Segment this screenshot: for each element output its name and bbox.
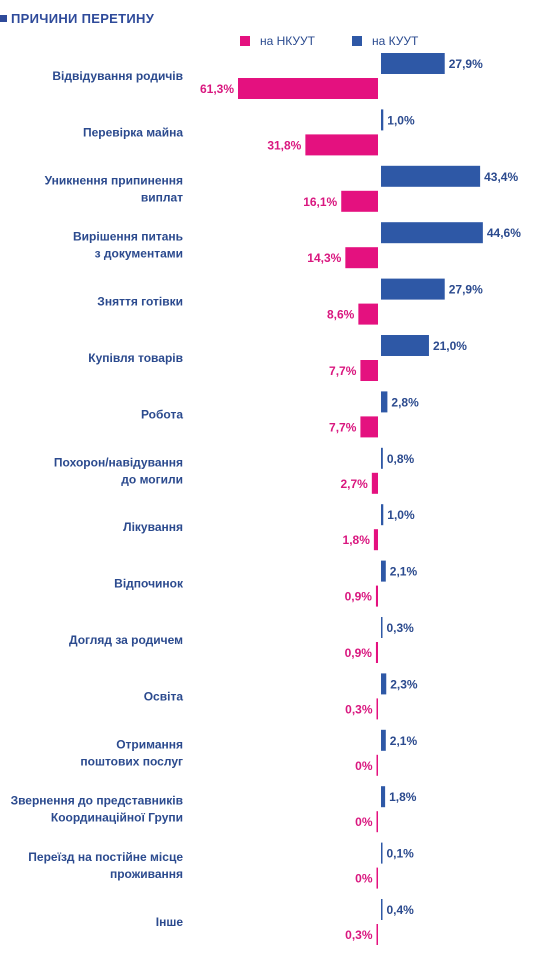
value-label-nkuut: 0,3% [345, 928, 373, 942]
value-label-nkuut: 0,9% [345, 590, 373, 604]
title-square-icon [0, 14, 7, 22]
value-label-nkuut: 16,1% [303, 195, 337, 209]
value-label-kuut: 27,9% [449, 283, 483, 297]
value-label-kuut: 2,8% [391, 395, 419, 409]
category-label: Вирішення питань [73, 230, 183, 244]
bar-kuut [381, 278, 445, 300]
chart-title-row: ПРИЧИНИ ПЕРЕТИНУ [0, 10, 154, 26]
category-label: виплат [141, 190, 183, 204]
category-label: Відпочинок [114, 577, 184, 591]
value-label-kuut: 0,8% [387, 452, 415, 466]
bar-kuut [381, 617, 383, 638]
value-label-kuut: 0,3% [387, 621, 415, 635]
value-label-kuut: 0,4% [387, 903, 415, 917]
value-label-kuut: 2,1% [390, 565, 418, 579]
value-label-nkuut: 0,3% [345, 702, 373, 716]
bar-nkuut [376, 867, 378, 889]
bar-kuut [381, 165, 481, 187]
bar-kuut [381, 560, 386, 582]
bar-nkuut [376, 698, 378, 720]
bar-nkuut [373, 529, 378, 551]
bar-nkuut [341, 190, 378, 212]
value-label-kuut: 1,8% [389, 790, 417, 804]
legend-swatch-kuut-icon [352, 36, 362, 46]
bar-kuut [381, 222, 483, 244]
bar-kuut [381, 673, 387, 695]
bar-nkuut [360, 416, 378, 438]
category-label: Зняття готівки [97, 295, 183, 309]
chart-title: ПРИЧИНИ ПЕРЕТИНУ [11, 10, 155, 26]
category-label: Звернення до представників [11, 794, 183, 808]
legend-label-nkuut: на НКУУТ [260, 34, 316, 48]
bar-nkuut [358, 303, 378, 325]
bar-nkuut [238, 78, 378, 99]
value-label-kuut: 44,6% [487, 226, 521, 240]
value-label-kuut: 1,0% [387, 508, 415, 522]
bar-kuut [381, 391, 388, 413]
category-label: Лікування [123, 520, 183, 534]
category-label: Купівля товарів [88, 351, 183, 365]
bar-nkuut [305, 134, 378, 156]
bar-nkuut [371, 472, 378, 494]
category-label: Переїзд на постійне місце [28, 850, 183, 864]
value-label-kuut: 27,9% [449, 57, 483, 71]
value-label-nkuut: 8,6% [327, 308, 355, 322]
value-label-nkuut: 31,8% [267, 138, 301, 152]
value-label-kuut: 21,0% [433, 339, 467, 353]
category-label: Перевірка майна [83, 125, 183, 139]
bar-kuut [381, 447, 383, 469]
category-label: Інше [156, 915, 184, 929]
bar-nkuut [375, 642, 378, 663]
bar-kuut [381, 109, 384, 131]
bar-nkuut [376, 924, 378, 945]
value-label-nkuut: 0% [355, 759, 373, 773]
legend-swatch-nkuut-icon [240, 36, 250, 46]
value-label-nkuut: 0% [355, 872, 373, 886]
bar-kuut [381, 899, 383, 920]
value-label-nkuut: 0% [355, 815, 373, 829]
bar-kuut [381, 504, 384, 526]
category-label: поштових послуг [80, 754, 183, 768]
value-label-kuut: 2,1% [390, 734, 418, 748]
value-label-nkuut: 2,7% [340, 477, 368, 491]
bar-nkuut [360, 360, 378, 381]
bar-nkuut [375, 585, 378, 607]
value-label-nkuut: 61,3% [200, 82, 234, 96]
value-label-nkuut: 7,7% [329, 364, 357, 378]
bar-nkuut [376, 811, 378, 833]
category-label: Освіта [144, 689, 184, 703]
category-label: Отримання [116, 737, 183, 751]
category-label: Похорон/навідування [54, 455, 183, 469]
legend-item-nkuut: на НКУУТ [240, 33, 315, 49]
value-label-nkuut: 0,9% [345, 646, 373, 660]
value-label-nkuut: 1,8% [343, 533, 371, 547]
bar-kuut [381, 729, 386, 751]
value-label-kuut: 43,4% [484, 170, 518, 184]
value-label-nkuut: 14,3% [307, 251, 341, 265]
bar-kuut [381, 335, 429, 356]
bar-nkuut [345, 247, 378, 269]
category-label: Робота [141, 407, 183, 421]
category-label: до могили [121, 472, 183, 486]
category-label: Відвідування родичів [52, 69, 183, 83]
category-label: проживання [110, 867, 183, 881]
value-label-kuut: 0,1% [387, 847, 415, 861]
bar-kuut [381, 842, 383, 864]
value-label-nkuut: 7,7% [329, 420, 357, 434]
category-label: з документами [95, 247, 183, 261]
bar-kuut [381, 786, 386, 808]
value-label-kuut: 2,3% [390, 677, 418, 691]
category-label: Уникнення припинення [45, 173, 183, 187]
category-label: Догляд за родичем [69, 633, 183, 647]
value-label-kuut: 1,0% [387, 113, 415, 127]
legend-item-kuut: на КУУТ [352, 33, 418, 49]
bar-kuut [381, 53, 445, 74]
bar-nkuut [376, 754, 378, 776]
legend-label-kuut: на КУУТ [372, 34, 419, 48]
category-label: Координаційної Групи [51, 811, 183, 825]
